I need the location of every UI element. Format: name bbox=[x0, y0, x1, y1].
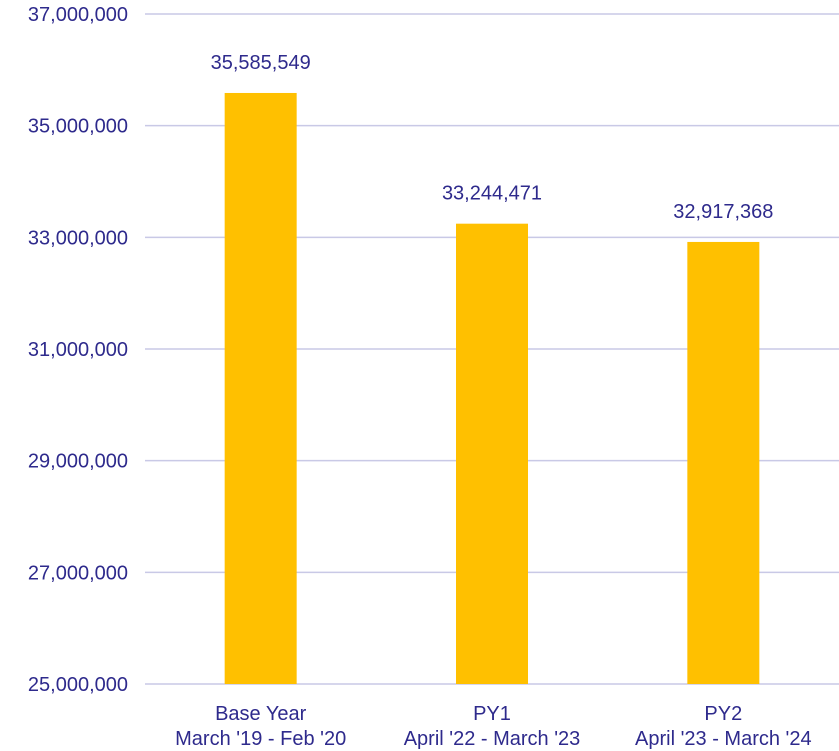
bar bbox=[224, 92, 297, 684]
category-label-line2: April '23 - March '24 bbox=[635, 728, 812, 750]
y-tick-label: 33,000,000 bbox=[28, 227, 128, 249]
category-label-line1: PY1 bbox=[473, 703, 511, 725]
data-label: 35,585,549 bbox=[211, 52, 311, 74]
y-tick-label: 27,000,000 bbox=[28, 562, 128, 584]
y-axis-tick-labels: 25,000,000 27,000,000 29,000,000 31,000,000… bbox=[28, 4, 128, 696]
bar bbox=[456, 223, 528, 684]
data-label: 33,244,471 bbox=[442, 183, 542, 205]
data-label: 32,917,368 bbox=[673, 201, 773, 223]
x-axis-category-labels: Base Year March '19 - Feb '20 PY1 April '22… bbox=[175, 703, 811, 750]
y-tick-label: 37,000,000 bbox=[28, 4, 128, 26]
category-label-line2: March '19 - Feb '20 bbox=[175, 728, 346, 750]
category-label-line1: Base Year bbox=[215, 703, 307, 725]
y-tick-label: 29,000,000 bbox=[28, 451, 128, 473]
y-tick-label: 25,000,000 bbox=[28, 674, 128, 696]
category-label-line1: PY2 bbox=[704, 703, 742, 725]
category-label-line2: April '22 - March '23 bbox=[404, 728, 581, 750]
y-tick-label: 35,000,000 bbox=[28, 116, 128, 138]
y-tick-label: 31,000,000 bbox=[28, 339, 128, 361]
data-labels: 35,585,549 33,244,471 32,917,368 bbox=[211, 52, 774, 223]
bars bbox=[224, 92, 760, 684]
bar bbox=[687, 241, 760, 684]
